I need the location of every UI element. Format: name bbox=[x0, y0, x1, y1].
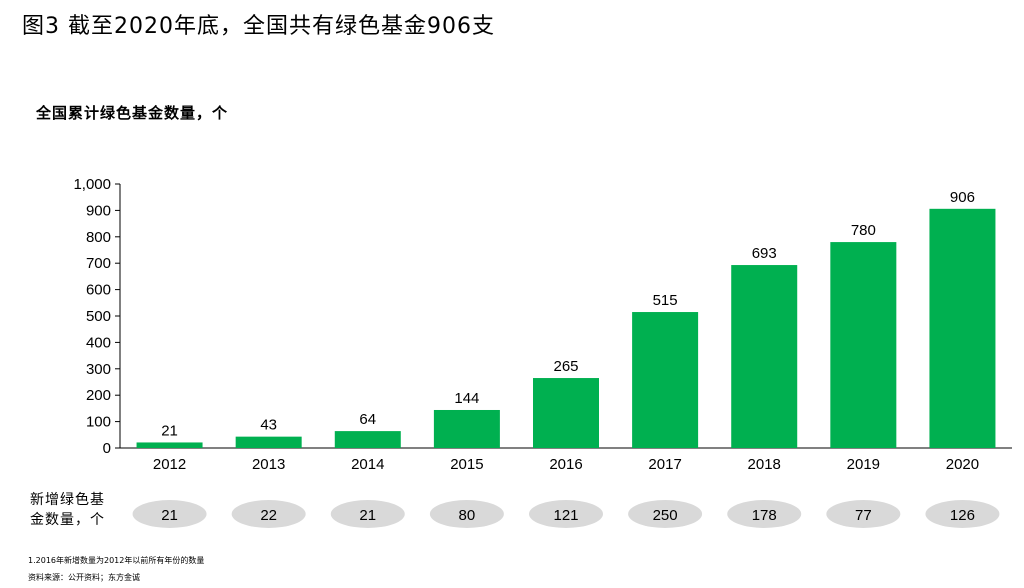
x-tick-label-2015: 2015 bbox=[450, 456, 483, 473]
chart-subtitle: 全国累计绿色基金数量，个 bbox=[36, 104, 229, 122]
new-funds-label-line-1: 新增绿色基 bbox=[30, 492, 105, 508]
new-funds-pill-2013: 22 bbox=[231, 500, 306, 528]
new-funds-pill-2019: 77 bbox=[826, 500, 901, 528]
y-tick-label: 700 bbox=[86, 255, 111, 272]
source-note: 资料来源：公开资料；东方金诚 bbox=[28, 573, 140, 582]
new-funds-value-2018: 178 bbox=[752, 507, 777, 524]
bar-value-label-2014: 64 bbox=[359, 411, 376, 428]
x-tick-label-2018: 2018 bbox=[748, 456, 781, 473]
figure-title: 图3 截至2020年底，全国共有绿色基金906支 bbox=[22, 14, 495, 39]
new-funds-pill-2012: 21 bbox=[132, 500, 207, 528]
new-funds-pill-bg bbox=[925, 500, 1000, 528]
new-funds-label-line-2: 金数量，个 bbox=[30, 512, 105, 528]
new-funds-row-label: 新增绿色基 金数量，个 bbox=[30, 490, 114, 530]
new-funds-value-2020: 126 bbox=[950, 507, 975, 524]
bar-2013 bbox=[235, 436, 302, 448]
new-funds-pill-2017: 250 bbox=[628, 500, 703, 528]
new-funds-value-2017: 250 bbox=[653, 507, 678, 524]
y-tick-label: 500 bbox=[86, 308, 111, 325]
new-funds-value-2013: 22 bbox=[260, 507, 277, 524]
new-funds-row: 21 22 21 80 121 250 178 77 126 bbox=[132, 500, 1000, 528]
y-tick-label: 1,000 bbox=[73, 176, 111, 193]
new-funds-pill-bg bbox=[727, 500, 802, 528]
y-tick-label: 100 bbox=[86, 414, 111, 431]
x-tick-label-2020: 2020 bbox=[946, 456, 979, 473]
bar-2020 bbox=[929, 208, 996, 448]
bar-2019 bbox=[830, 242, 897, 448]
new-funds-pill-bg bbox=[429, 500, 504, 528]
y-tick-label: 600 bbox=[86, 282, 111, 299]
new-funds-pill-bg bbox=[628, 500, 703, 528]
y-tick-label: 800 bbox=[86, 229, 111, 246]
bar-value-label-2017: 515 bbox=[653, 292, 678, 309]
bar-2015 bbox=[433, 409, 500, 448]
y-tick-label: 900 bbox=[86, 202, 111, 219]
new-funds-value-2014: 21 bbox=[359, 507, 376, 524]
new-funds-pill-bg bbox=[529, 500, 603, 528]
y-tick-label: 300 bbox=[86, 361, 111, 378]
bar-2017 bbox=[632, 312, 699, 448]
bar-value-label-2012: 21 bbox=[161, 422, 178, 439]
bar-value-label-2015: 144 bbox=[454, 390, 479, 407]
bar-value-label-2019: 780 bbox=[851, 222, 876, 239]
new-funds-pill-bg bbox=[826, 500, 901, 528]
bar-2014 bbox=[334, 431, 401, 448]
bar-2012 bbox=[136, 442, 203, 448]
bar-2018 bbox=[731, 265, 798, 448]
new-funds-pill-2015: 80 bbox=[429, 500, 504, 528]
chart-bars bbox=[136, 208, 996, 448]
new-funds-pill-2018: 178 bbox=[727, 500, 802, 528]
chart-x-tick-labels: 2012 2013 2014 2015 2016 2017 2018 2019 2020 bbox=[153, 456, 979, 473]
chart-y-tick-labels: 0 100 200 300 400 500 600 700 800 900 1,000 bbox=[73, 176, 111, 457]
x-tick-label-2016: 2016 bbox=[549, 456, 582, 473]
new-funds-value-2012: 21 bbox=[161, 507, 178, 524]
new-funds-value-2015: 80 bbox=[459, 507, 476, 524]
new-funds-value-2016: 121 bbox=[553, 507, 578, 524]
bar-value-label-2016: 265 bbox=[553, 358, 578, 375]
x-tick-label-2013: 2013 bbox=[252, 456, 285, 473]
new-funds-pill-bg bbox=[330, 500, 405, 528]
bar-value-label-2018: 693 bbox=[752, 245, 777, 262]
x-tick-label-2012: 2012 bbox=[153, 456, 186, 473]
y-tick-label: 0 bbox=[103, 440, 111, 457]
new-funds-pill-2016: 121 bbox=[529, 500, 603, 528]
new-funds-pill-bg bbox=[231, 500, 306, 528]
new-funds-value-2019: 77 bbox=[855, 507, 872, 524]
bar-value-label-2013: 43 bbox=[260, 417, 277, 434]
footnote: 1.2016年新增数量为2012年以前所有年份的数量 bbox=[28, 556, 205, 565]
x-tick-label-2019: 2019 bbox=[847, 456, 880, 473]
x-tick-label-2014: 2014 bbox=[351, 456, 384, 473]
chart-value-labels: 21 43 64 144 265 515 693 780 906 bbox=[161, 189, 975, 440]
new-funds-pill-2020: 126 bbox=[925, 500, 1000, 528]
bar-value-label-2020: 906 bbox=[950, 189, 975, 206]
new-funds-pill-2014: 21 bbox=[330, 500, 405, 528]
new-funds-pill-bg bbox=[132, 500, 207, 528]
y-tick-label: 400 bbox=[86, 334, 111, 351]
x-tick-label-2017: 2017 bbox=[648, 456, 681, 473]
y-tick-label: 200 bbox=[86, 387, 111, 404]
bar-2016 bbox=[533, 378, 599, 448]
